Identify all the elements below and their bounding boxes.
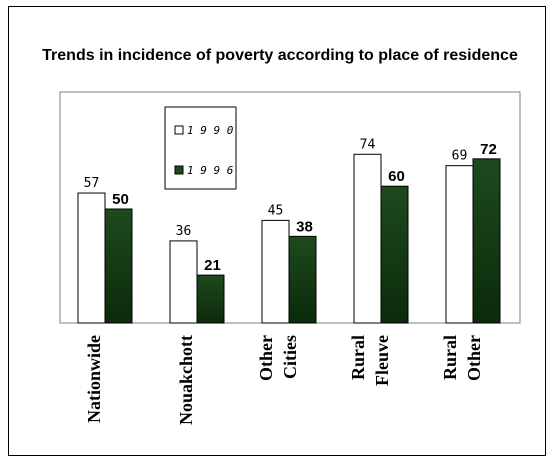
bar-1990 xyxy=(445,165,474,324)
bar-1996 xyxy=(104,208,133,324)
x-tick-label: Rural xyxy=(348,335,368,380)
x-tick-label: Other xyxy=(256,335,276,381)
data-label-1996: 21 xyxy=(204,257,221,274)
legend-swatch-1996 xyxy=(174,165,184,175)
legend-swatch-1990 xyxy=(174,125,184,135)
legend-label-1996: 1 9 9 6 xyxy=(187,164,234,177)
bar-1990 xyxy=(261,219,290,324)
bar-1996 xyxy=(472,158,501,324)
x-tick-label: Rural xyxy=(440,335,460,380)
data-label-1996: 50 xyxy=(112,191,129,208)
bar-1996 xyxy=(196,274,225,324)
x-tick-label: Fleuve xyxy=(372,335,392,386)
data-label-1990: 69 xyxy=(452,149,468,164)
bar-1990 xyxy=(77,192,106,324)
legend-box xyxy=(164,106,237,190)
data-label-1990: 45 xyxy=(268,203,284,218)
legend-label-1990: 1 9 9 0 xyxy=(187,124,234,137)
data-label-1996: 72 xyxy=(480,141,497,158)
bar-1996 xyxy=(380,185,409,324)
data-label-1996: 60 xyxy=(388,168,405,185)
x-tick-label: Other xyxy=(464,335,484,381)
data-label-1996: 38 xyxy=(296,218,313,235)
bar-1990 xyxy=(353,153,382,324)
x-tick-label: Nationwide xyxy=(84,335,104,423)
chart-title: Trends in incidence of poverty according… xyxy=(42,47,518,64)
data-label-1990: 74 xyxy=(360,137,376,152)
x-tick-label: Nouakchott xyxy=(176,335,196,425)
bar-1996 xyxy=(288,235,317,324)
data-label-1990: 36 xyxy=(176,224,192,239)
x-tick-label: Cities xyxy=(280,335,300,379)
bar-1990 xyxy=(169,240,198,324)
data-label-1990: 57 xyxy=(84,176,100,191)
